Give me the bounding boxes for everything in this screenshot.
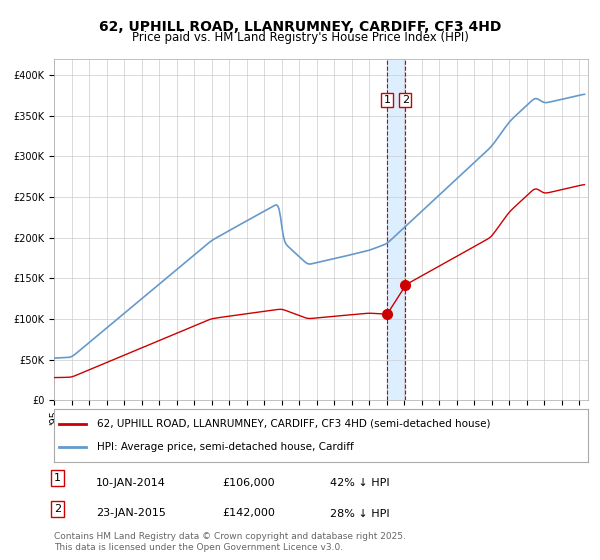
Text: 2: 2 bbox=[401, 95, 409, 105]
Text: Price paid vs. HM Land Registry's House Price Index (HPI): Price paid vs. HM Land Registry's House … bbox=[131, 31, 469, 44]
Text: 42% ↓ HPI: 42% ↓ HPI bbox=[330, 478, 389, 488]
Text: £142,000: £142,000 bbox=[222, 508, 275, 519]
Text: 1: 1 bbox=[383, 95, 391, 105]
Text: HPI: Average price, semi-detached house, Cardiff: HPI: Average price, semi-detached house,… bbox=[97, 442, 353, 452]
Text: 10-JAN-2014: 10-JAN-2014 bbox=[96, 478, 166, 488]
Text: 62, UPHILL ROAD, LLANRUMNEY, CARDIFF, CF3 4HD: 62, UPHILL ROAD, LLANRUMNEY, CARDIFF, CF… bbox=[99, 20, 501, 34]
Text: 2: 2 bbox=[54, 504, 61, 514]
Text: Contains HM Land Registry data © Crown copyright and database right 2025.
This d: Contains HM Land Registry data © Crown c… bbox=[54, 532, 406, 552]
Text: 23-JAN-2015: 23-JAN-2015 bbox=[96, 508, 166, 519]
Text: 1: 1 bbox=[54, 473, 61, 483]
Bar bbox=[387, 59, 405, 400]
Text: 62, UPHILL ROAD, LLANRUMNEY, CARDIFF, CF3 4HD (semi-detached house): 62, UPHILL ROAD, LLANRUMNEY, CARDIFF, CF… bbox=[97, 419, 490, 429]
Text: £106,000: £106,000 bbox=[222, 478, 275, 488]
Text: 28% ↓ HPI: 28% ↓ HPI bbox=[330, 508, 389, 519]
